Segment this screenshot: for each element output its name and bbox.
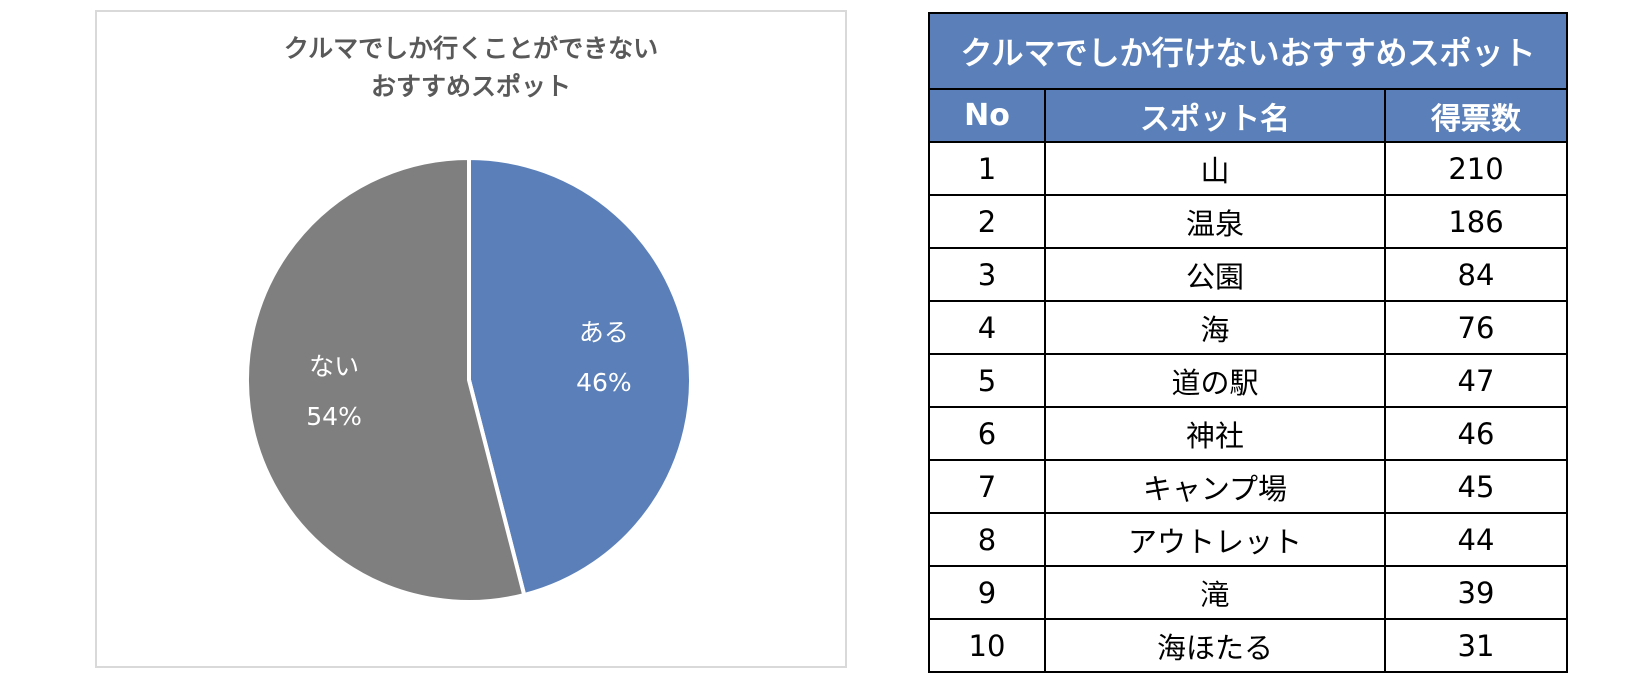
cell-no: 4 [928,300,1046,355]
header-spot-name: スポット名 [1044,88,1386,143]
cell-spot-name: 山 [1044,141,1386,196]
pie-slice-aru [467,156,693,598]
table-body: 1 山 210 2 温泉 186 3 公園 84 4 海 76 5 道の駅 47 6 神社 46 7 キャンプ場 45 8… [928,141,1569,673]
cell-no: 6 [928,406,1046,461]
cell-spot-name: キャンプ場 [1044,459,1386,514]
cell-votes: 31 [1383,618,1569,673]
table-row: 4 海 76 [928,300,1569,355]
cell-votes: 46 [1383,406,1569,461]
cell-votes: 76 [1383,300,1569,355]
table-title: クルマでしか行けないおすすめスポット [927,12,1569,90]
header-votes: 得票数 [1383,88,1569,143]
table-row: 2 温泉 186 [928,194,1569,249]
table-row: 10 海ほたる 31 [928,618,1569,673]
spots-table-panel: クルマでしか行けないおすすめスポット No スポット名 得票数 1 山 210 2 温泉… [927,12,1569,673]
table-row: 5 道の駅 47 [928,353,1569,408]
cell-spot-name: 滝 [1044,565,1386,620]
cell-votes: 186 [1383,194,1569,249]
slice-percent-label: 46% [576,368,632,397]
chart-title-line-2: おすすめスポット [370,72,571,101]
cell-votes: 210 [1383,141,1569,196]
chart-title-line-1: クルマでしか行くことができない [283,34,659,63]
chart-title: クルマでしか行くことができない おすすめスポット [97,30,845,106]
cell-votes: 47 [1383,353,1569,408]
header-no: No [928,88,1046,143]
slice-label: ある [579,318,629,347]
cell-no: 1 [928,141,1046,196]
cell-no: 3 [928,247,1046,302]
table-row: 6 神社 46 [928,406,1569,461]
cell-spot-name: 海ほたる [1044,618,1386,673]
cell-no: 8 [928,512,1046,567]
cell-no: 10 [928,618,1046,673]
table-row: 9 滝 39 [928,565,1569,620]
cell-votes: 45 [1383,459,1569,514]
cell-spot-name: 公園 [1044,247,1386,302]
cell-votes: 84 [1383,247,1569,302]
cell-no: 5 [928,353,1046,408]
cell-votes: 44 [1383,512,1569,567]
pie-chart: ある 46% ない 54% [245,156,693,604]
spots-table: クルマでしか行けないおすすめスポット No スポット名 得票数 1 山 210 2 温泉… [927,12,1569,673]
cell-no: 2 [928,194,1046,249]
slice-percent-label: 54% [306,402,362,431]
pie-slice-nai [245,156,527,604]
pie-chart-panel: クルマでしか行くことができない おすすめスポット ある 46% ない 54% [95,10,847,668]
cell-spot-name: アウトレット [1044,512,1386,567]
table-row: 3 公園 84 [928,247,1569,302]
table-row: 7 キャンプ場 45 [928,459,1569,514]
cell-votes: 39 [1383,565,1569,620]
table-row: 1 山 210 [928,141,1569,196]
cell-spot-name: 温泉 [1044,194,1386,249]
cell-spot-name: 海 [1044,300,1386,355]
cell-no: 7 [928,459,1046,514]
cell-spot-name: 神社 [1044,406,1386,461]
table-header-row: No スポット名 得票数 [928,88,1569,143]
cell-spot-name: 道の駅 [1044,353,1386,408]
table-row: 8 アウトレット 44 [928,512,1569,567]
cell-no: 9 [928,565,1046,620]
slice-label: ない [309,352,359,381]
